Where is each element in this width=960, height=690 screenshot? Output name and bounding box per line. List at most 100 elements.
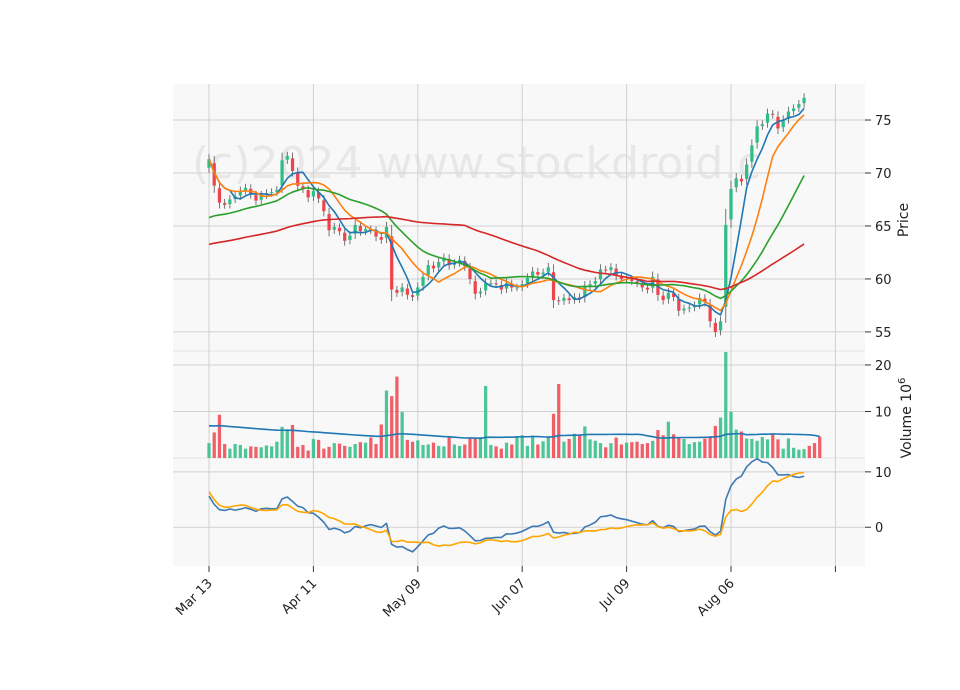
candle-body <box>254 195 258 201</box>
volume-bar <box>802 449 806 458</box>
volume-bar <box>243 448 248 458</box>
volume-bar <box>708 436 712 458</box>
candle-body <box>405 288 409 295</box>
candle-body <box>259 195 263 200</box>
candle-body <box>353 224 357 234</box>
watermark-text: (c)2024 www.stockdroid.c <box>192 138 761 189</box>
volume-bar <box>687 444 691 458</box>
volume-bar <box>698 441 702 458</box>
price-tick-label: 70 <box>875 167 892 182</box>
candle-body <box>531 271 535 277</box>
candle-body <box>504 283 509 289</box>
candle-body <box>635 281 639 284</box>
candle-body <box>661 295 665 301</box>
volume-bar <box>363 442 368 458</box>
volume-bar <box>327 446 331 458</box>
candle-body <box>395 290 399 293</box>
candle-body <box>468 268 472 279</box>
volume-tick-label: 10 <box>875 405 892 420</box>
volume-bar <box>217 414 222 458</box>
volume-bar <box>223 444 227 458</box>
volume-bar <box>619 444 623 458</box>
volume-bar <box>416 440 420 458</box>
candle-body <box>609 267 613 270</box>
candle-body <box>332 227 336 230</box>
panel-backgrounds <box>173 84 865 566</box>
volume-bar <box>306 450 310 458</box>
volume-bar <box>651 440 655 458</box>
candle-body <box>797 104 801 108</box>
indicator-tick-label: 0 <box>875 521 883 536</box>
volume-bar <box>567 438 571 458</box>
volume-bar <box>499 448 503 458</box>
candle-body <box>463 260 467 267</box>
volume-axis-label: Volume 106 <box>897 378 915 459</box>
indicator-line <box>208 471 805 547</box>
volume-bar <box>682 438 686 458</box>
volume-bar <box>473 437 477 458</box>
price-ma-line <box>208 175 805 300</box>
volume-bar <box>745 438 749 458</box>
candle-body <box>306 190 310 198</box>
candle-body <box>666 292 670 300</box>
volume-bar <box>718 417 723 458</box>
candle-body <box>536 272 540 275</box>
candle-body <box>786 111 791 119</box>
volume-bar <box>484 385 488 458</box>
volume-bar <box>624 442 629 458</box>
volume-bar <box>765 439 770 458</box>
candle-body <box>212 163 216 186</box>
candle-body <box>270 192 274 194</box>
volume-bar <box>478 437 483 458</box>
candle-body <box>421 276 425 286</box>
candle-body <box>734 178 738 188</box>
candle-body <box>619 276 623 279</box>
candle-body <box>484 283 488 291</box>
price-axis-label: Price <box>896 203 912 237</box>
candle-body <box>280 160 284 186</box>
candle-body <box>499 285 503 290</box>
volume-bar <box>322 448 326 458</box>
candle-body <box>588 284 592 287</box>
volume-bar <box>786 438 791 458</box>
candle-body <box>358 225 362 232</box>
candle-body <box>771 113 775 115</box>
candle-body <box>713 322 717 332</box>
volume-bar <box>343 445 347 458</box>
volume-bar <box>525 445 530 458</box>
volume-bar <box>275 441 279 458</box>
volume-bar <box>374 444 378 458</box>
candle-body <box>374 231 378 237</box>
candle-body <box>525 277 530 284</box>
candle-body <box>567 298 571 301</box>
candle-body <box>781 120 785 128</box>
candle-body <box>745 164 749 179</box>
candle-body <box>682 308 686 311</box>
volume-bar <box>739 431 744 458</box>
volume-bar <box>254 446 258 458</box>
candle-body <box>562 298 566 301</box>
volume-bar <box>400 411 404 458</box>
volume-bar <box>290 424 295 458</box>
price-ma-line <box>208 107 805 316</box>
candle-body <box>290 158 295 171</box>
volume-bar <box>546 437 550 458</box>
volume-bar <box>640 444 644 458</box>
volume-axis-label-text: Volume <box>899 406 915 458</box>
volume-bar <box>557 384 561 458</box>
volume-bar <box>494 446 498 458</box>
volume-bar <box>369 437 373 458</box>
volume-bar <box>228 448 232 458</box>
volume-bar <box>812 443 817 458</box>
volume-bar <box>630 442 634 458</box>
volume-bar <box>447 437 451 458</box>
volume-bar <box>760 437 764 458</box>
volume-bar <box>703 438 707 458</box>
candle-body <box>243 187 248 191</box>
price-ma-line <box>208 114 805 312</box>
volume-bar <box>551 413 556 458</box>
volume-bar <box>781 448 785 458</box>
candle-body <box>223 202 227 205</box>
candle-body <box>515 287 519 289</box>
volume-bar <box>463 444 467 458</box>
